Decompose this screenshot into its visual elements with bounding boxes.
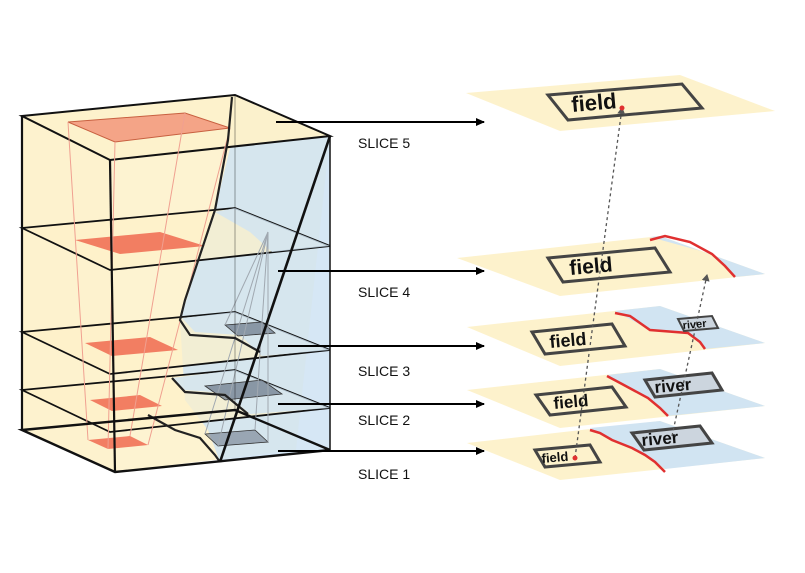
- river-plane-slice4: [215, 208, 330, 252]
- slice4-field-box: [545, 246, 673, 284]
- slice-label-2: SLICE 2: [358, 412, 410, 428]
- extracted-slice-3: field river: [467, 306, 765, 366]
- slice-label-1: SLICE 1: [358, 466, 410, 482]
- slice4-river-plane: [650, 236, 765, 277]
- slice1-field-box: [532, 443, 603, 469]
- slice3-field-tag: field: [549, 329, 588, 352]
- region-slice3: [85, 337, 178, 356]
- slice1-river-box: [629, 424, 715, 452]
- volume-block: [17, 93, 334, 474]
- tracked-markers: [572, 105, 625, 461]
- extracted-slice-2: field river: [467, 369, 765, 428]
- slice1-field-tag: field: [541, 449, 569, 466]
- extracted-slice-4: field: [457, 234, 765, 296]
- field-tracking-line: [574, 107, 626, 459]
- slice4-field-tag: field: [568, 253, 613, 280]
- slice3-river-tag: river: [682, 318, 708, 332]
- slice4-field-plane: [457, 236, 765, 296]
- slice2-river-boundary: [606, 374, 669, 417]
- slice2-river-box: [642, 371, 725, 399]
- slice-label-4: SLICE 4: [358, 284, 410, 300]
- tracking-lines: [574, 107, 710, 459]
- slice2-field-tag: field: [553, 391, 589, 413]
- extracted-slice-1: field river: [467, 421, 765, 480]
- slice3-river-box: [676, 314, 720, 333]
- volume-river-region: [180, 95, 330, 462]
- slice-arrows: [276, 118, 485, 455]
- slice2-river-tag: river: [654, 375, 693, 397]
- slice3-field-box: [529, 322, 628, 356]
- slice3-river-boundary: [614, 311, 707, 350]
- slice1-river-boundary: [589, 428, 666, 473]
- slice5-field-tag: field: [570, 88, 617, 117]
- region-slice1: [88, 436, 148, 449]
- slice1-river-tag: river: [641, 428, 680, 450]
- slice5-field-plane: [466, 75, 775, 131]
- tracked-marker-slice5: [619, 105, 625, 111]
- extracted-slice-5: field: [466, 75, 775, 131]
- volume-frame: [20, 95, 331, 473]
- slice4-river-boundary: [649, 234, 736, 278]
- river-boundary-right: [218, 135, 332, 463]
- region-slice2: [90, 395, 162, 411]
- slice5-field-box: [545, 82, 705, 122]
- slice-label-3: SLICE 3: [358, 363, 410, 379]
- slice-label-5: SLICE 5: [358, 135, 410, 151]
- river-boundary-curve: [147, 96, 261, 463]
- slice2-field-box: [533, 385, 629, 417]
- tracked-marker-slice1: [572, 455, 578, 461]
- region-slice4: [75, 232, 205, 254]
